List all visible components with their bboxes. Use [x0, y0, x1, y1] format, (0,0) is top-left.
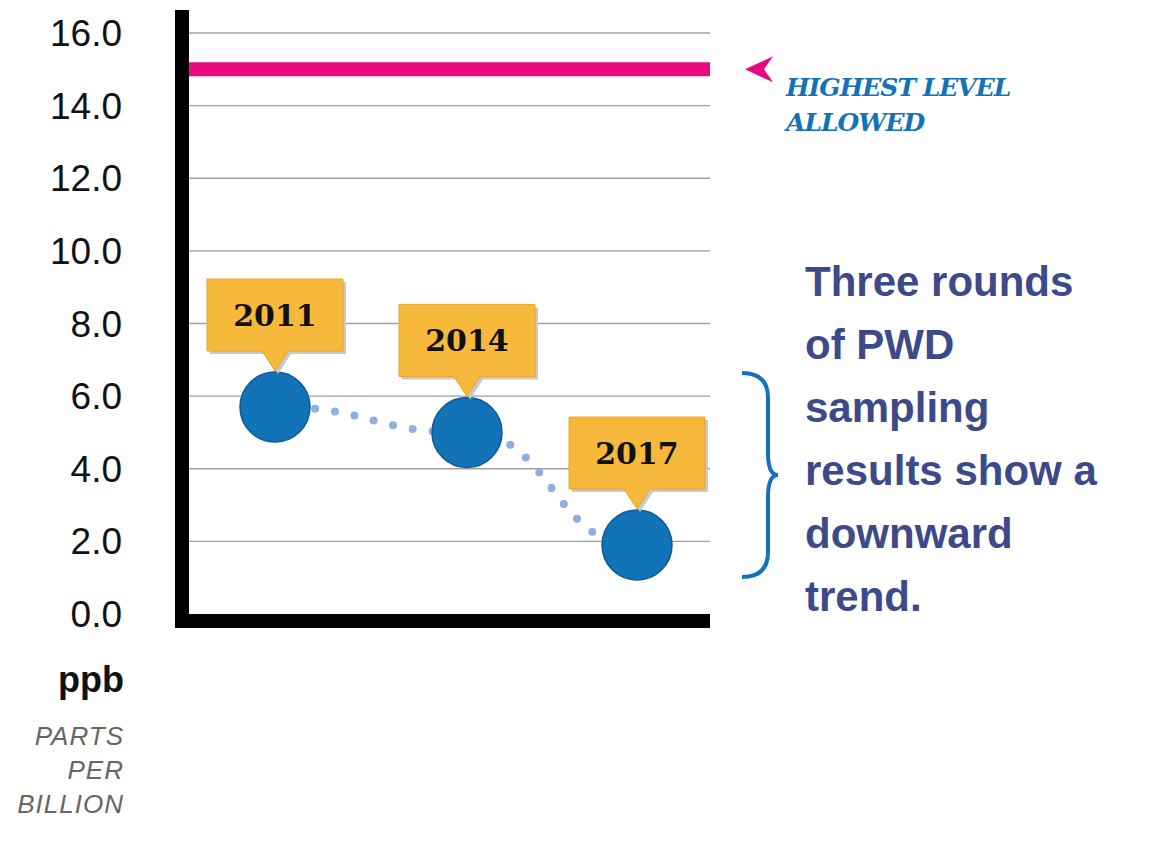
y-tick-label: 16.0: [50, 13, 122, 54]
grid: [182, 33, 710, 541]
grid-line: [182, 105, 710, 106]
y-tick-label: 0.0: [71, 594, 122, 635]
y-tick-label: 14.0: [50, 86, 122, 127]
brace: [742, 373, 778, 577]
callout-box: [399, 304, 535, 396]
data-point: [432, 397, 502, 467]
x-axis: [175, 614, 710, 628]
grid-line: [182, 178, 710, 179]
limit-label: HIGHEST LEVEL ALLOWED: [786, 70, 1066, 140]
data-point: [602, 510, 672, 580]
y-tick-label: 6.0: [71, 376, 122, 417]
category-label: 2014: [425, 323, 509, 358]
y-tick-label: 12.0: [50, 158, 122, 199]
y-tick-label: 8.0: [71, 304, 122, 345]
y-tick-label: 4.0: [71, 449, 122, 490]
limit-arrow: [745, 56, 773, 82]
category-label: 2011: [233, 298, 317, 333]
y-axis-note: PARTSPERBILLION: [17, 721, 124, 819]
grid-line: [182, 250, 710, 251]
limit-line: [185, 62, 710, 76]
y-tick-label: 10.0: [50, 231, 122, 272]
trend-note: Three rounds of PWD sampling results sho…: [805, 250, 1105, 628]
category-label: 2017: [595, 436, 679, 471]
chart-root: 0.0 2.0 4.0 6.0 8.0 10.0 12.0 14.0 16.0 2011 2014 2…: [0, 0, 1151, 851]
grid-line: [182, 32, 710, 33]
callout: 2014: [399, 304, 538, 399]
y-axis: [175, 10, 189, 628]
callout: 2017: [569, 417, 708, 512]
y-tick-label: 2.0: [71, 521, 122, 562]
callout: 2011: [207, 279, 346, 374]
data-point: [240, 372, 310, 442]
y-axis-label: ppb: [58, 659, 124, 700]
callout-box: [569, 417, 705, 509]
callout-box: [207, 279, 343, 371]
